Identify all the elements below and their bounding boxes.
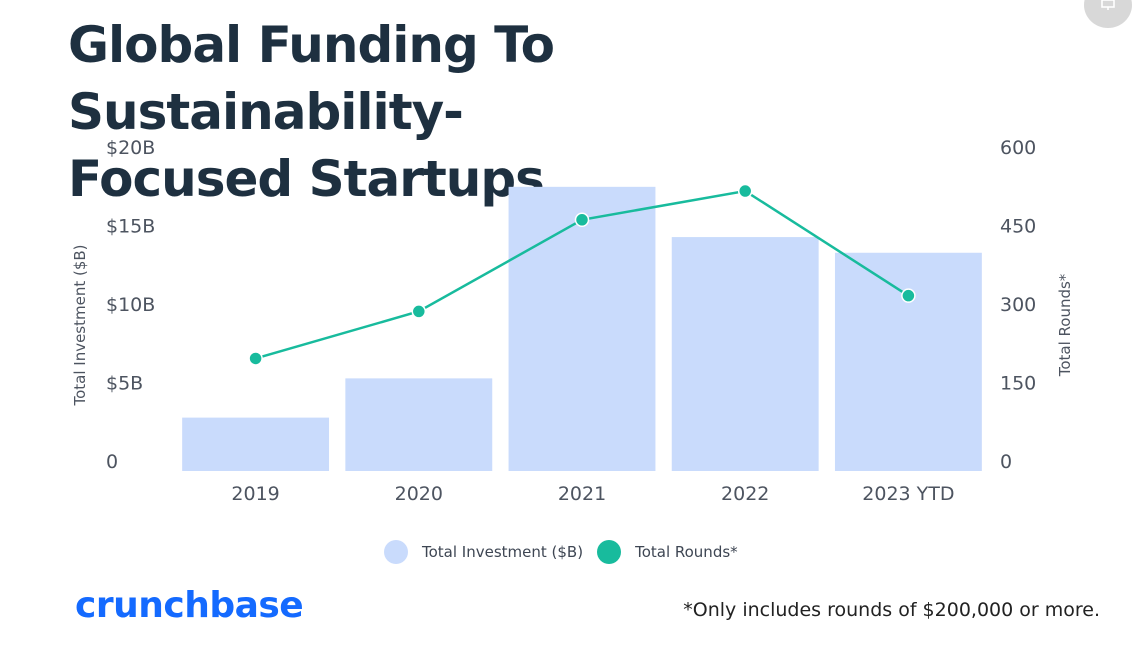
bar: [345, 378, 493, 471]
x-tick-label: 2023 YTD: [862, 483, 954, 505]
legend-item-investment[interactable]: Total Investment ($B): [384, 540, 583, 564]
x-tick-label: 2020: [395, 483, 443, 505]
legend-label-rounds: Total Rounds*: [635, 543, 738, 561]
left-tick-label: 0: [106, 451, 118, 473]
rounds-point: [574, 212, 590, 228]
bar-series: [182, 186, 982, 471]
left-axis-ticks: 0 $5B $10B $15B $20B: [106, 137, 155, 473]
left-tick-label: $15B: [106, 216, 155, 238]
monitor-icon: [1101, 0, 1115, 10]
left-tick-label: $10B: [106, 294, 155, 316]
title-line-2: Focused Startups: [68, 150, 545, 208]
rounds-point: [248, 351, 263, 366]
left-tick-label: $20B: [106, 137, 155, 159]
x-tick-label: 2021: [558, 483, 606, 505]
chart-legend: Total Investment ($B) Total Rounds*: [384, 540, 752, 564]
rounds-point: [901, 288, 916, 303]
x-tick-label: 2019: [231, 483, 279, 505]
line-series: [248, 183, 916, 366]
title-line-1: Global Funding To Sustainability-: [68, 16, 555, 141]
x-tick-label: 2022: [721, 483, 769, 505]
right-tick-label: 300: [1000, 294, 1036, 316]
crunchbase-logo: crunchbase: [75, 585, 304, 626]
rounds-point: [737, 183, 753, 199]
x-axis-labels: 2019 2020 2021 2022 2023 YTD: [231, 483, 954, 505]
legend-swatch-rounds: [597, 540, 622, 564]
bar: [182, 417, 330, 471]
page-title: Global Funding To Sustainability- Focuse…: [68, 12, 948, 213]
bar: [508, 186, 656, 471]
legend-swatch-investment: [384, 540, 408, 564]
legend-label-investment: Total Investment ($B): [422, 543, 584, 561]
footnote: *Only includes rounds of $200,000 or mor…: [683, 599, 1100, 621]
right-tick-label: 0: [1000, 451, 1012, 473]
right-tick-label: 600: [1000, 137, 1036, 159]
left-axis-title: Total Investment ($B): [71, 244, 89, 406]
rounds-point: [411, 304, 427, 319]
bar: [671, 237, 819, 471]
right-axis-ticks: 0 150 300 450 600: [1000, 137, 1036, 473]
legend-item-rounds[interactable]: Total Rounds*: [597, 540, 738, 564]
right-axis-title: Total Rounds*: [1056, 273, 1074, 377]
right-tick-label: 150: [1000, 373, 1036, 395]
right-tick-label: 450: [1000, 216, 1036, 238]
bar: [834, 252, 982, 471]
left-tick-label: $5B: [106, 373, 143, 395]
